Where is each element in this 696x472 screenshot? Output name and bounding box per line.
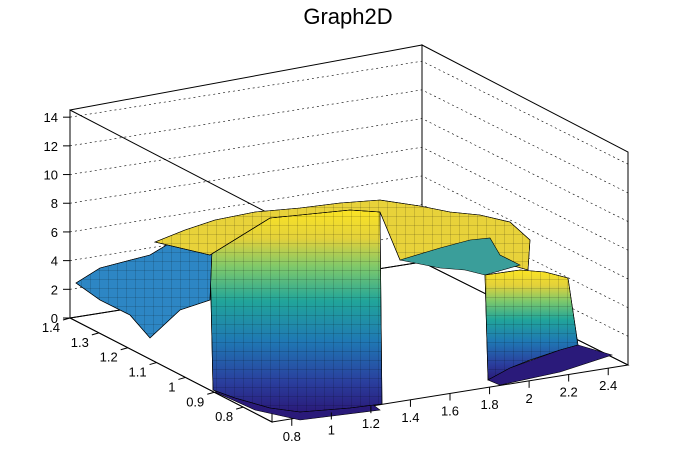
surface <box>75 199 614 421</box>
chart-title: Graph2D <box>303 4 393 29</box>
y-tick-mark <box>62 317 71 321</box>
x-tick-label: 2 <box>525 391 532 406</box>
x-tick-label: 2.2 <box>560 385 578 400</box>
x-tick-label: 0.8 <box>283 429 301 444</box>
z-tick-label: 6 <box>51 225 58 240</box>
x-tick-label: 2.4 <box>599 378 617 393</box>
y-tick-mark <box>120 347 128 351</box>
z-gridline <box>69 118 629 222</box>
y-tick-mark <box>149 362 157 366</box>
y-tick-mark <box>207 391 215 395</box>
x-tick-label: 1.2 <box>362 416 380 431</box>
y-tick-mark <box>178 376 186 380</box>
y-tick-label: 1.4 <box>42 320 60 335</box>
z-tick-label: 0 <box>51 311 58 326</box>
y-tick-label: 0.9 <box>186 394 204 409</box>
z-tick-label: 8 <box>51 196 58 211</box>
y-tick-label: 1.3 <box>71 335 89 350</box>
y-tick-label: 1 <box>168 379 175 394</box>
z-gridline <box>69 204 629 308</box>
z-gridline <box>69 60 629 165</box>
z-gridline <box>69 146 629 251</box>
z-axis-ticks: 0 2 4 6 8 10 12 14 <box>44 110 70 326</box>
y-tick-label: 1.1 <box>128 365 146 380</box>
y-tick-label: 1.2 <box>100 350 118 365</box>
z-gridline <box>69 175 629 280</box>
z-gridline <box>69 89 629 194</box>
surface-left-lobe-mesh <box>75 239 213 339</box>
z-tick-label: 4 <box>51 254 58 269</box>
z-tick-label: 12 <box>44 139 58 154</box>
z-tick-label: 14 <box>44 110 58 125</box>
x-tick-label: 1.8 <box>481 397 499 412</box>
surface-right-mound <box>399 237 521 276</box>
y-tick-mark <box>236 406 244 410</box>
y-tick-label: 0.8 <box>215 409 233 424</box>
z-tick-label: 2 <box>51 282 58 297</box>
z-tick-label: 10 <box>44 168 58 183</box>
x-axis-ticks: 0.8 1 1.2 1.4 1.6 1.8 2 2.2 2.4 <box>283 368 617 444</box>
y-axis-ticks: 0.8 0.9 1 1.1 1.2 1.3 1.4 <box>42 317 244 424</box>
surface-left-drop-mesh <box>209 209 383 413</box>
x-tick-label: 1.6 <box>441 404 459 419</box>
x-tick-label: 1.4 <box>401 410 419 425</box>
surface-floor-right <box>487 344 614 386</box>
x-tick-label: 1 <box>328 423 335 438</box>
y-tick-mark <box>91 332 99 336</box>
